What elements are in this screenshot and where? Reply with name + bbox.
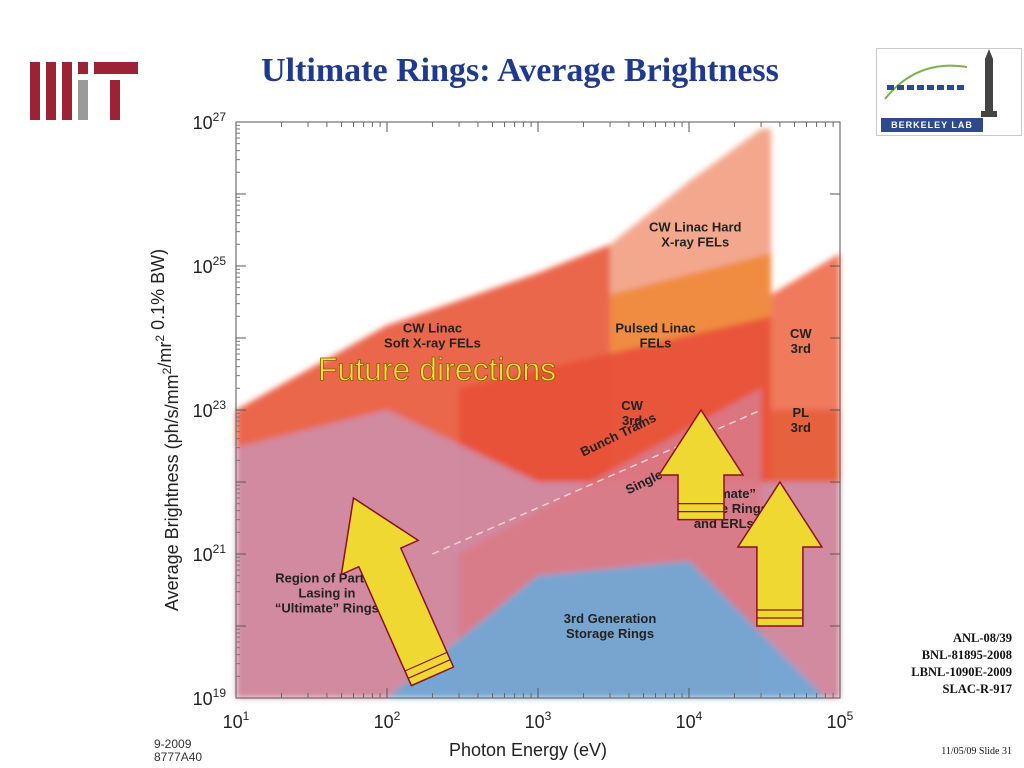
region-label: 3rd (622, 413, 642, 428)
report-number: SLAC-R-917 (942, 682, 1012, 696)
region-label: 3rd Generation (564, 611, 657, 626)
x-tick-label: 104 (676, 709, 703, 732)
region-label: Pulsed Linac (615, 320, 695, 335)
region-label: PL (792, 405, 809, 420)
region-label: CW (790, 326, 812, 341)
region-label: Soft X-ray FELs (384, 335, 481, 350)
region-label: CW (621, 398, 643, 413)
y-tick-label: 1019 (193, 686, 227, 709)
stamp-id: 8777A40 (154, 750, 203, 764)
y-tick-label: 1023 (193, 398, 227, 421)
region-label: 3rd (791, 420, 811, 435)
stamp-date: 9-2009 (154, 737, 192, 751)
figure-stamp: 9-2009 8777A40 (154, 738, 202, 764)
x-tick-label: 101 (223, 709, 250, 732)
chart-arrows (340, 408, 824, 687)
report-number: LBNL-1090E-2009 (911, 665, 1012, 679)
region-label: CW Linac Hard (649, 220, 742, 235)
region-label: Region of Partial (275, 571, 378, 586)
y-tick-label: 1025 (193, 254, 227, 277)
slide-date-number: 11/05/09 Slide 31 (941, 746, 1012, 757)
arrow-stripe (407, 659, 451, 679)
region-label: FELs (640, 335, 672, 350)
region-3rd-generation-storage-rings (387, 560, 826, 698)
y-tick-label: 1027 (193, 110, 227, 133)
y-tick-label: 1021 (193, 542, 227, 565)
region-label: Storage Rings (566, 626, 654, 641)
berkeley-lab-label: BERKELEY LAB (881, 118, 983, 132)
region-label: 3rd (791, 341, 811, 356)
report-number: BNL-81895-2008 (921, 648, 1012, 662)
region-label: “Ultimate” Rings (275, 601, 379, 616)
x-tick-label: 105 (827, 709, 854, 732)
region-label: CW Linac (403, 320, 462, 335)
mit-logo (30, 62, 140, 127)
future-directions-annotation: Future directions (318, 351, 556, 387)
region-label: Lasing in (298, 586, 355, 601)
region-label: X-ray FELs (661, 235, 729, 250)
slide-title: Ultimate Rings: Average Brightness (261, 52, 779, 89)
x-tick-label: 103 (525, 709, 552, 732)
y-axis-label: Average Brightness (ph/s/mm2/mr2 0.1% BW… (148, 249, 182, 611)
chart-frame: 101 102 103 104 105 1019 1021 1023 1025 1027 Photo… (148, 110, 854, 760)
arrow-stripe (404, 651, 448, 672)
x-tick-label: 102 (374, 709, 401, 732)
direction-arrow (736, 480, 824, 627)
report-number: ANL-08/39 (952, 631, 1012, 645)
x-axis-label: Photon Energy (eV) (449, 740, 607, 760)
report-numbers: ANL-08/39 BNL-81895-2008 LBNL-1090E-2009… (852, 630, 1012, 698)
direction-arrow (340, 496, 455, 687)
